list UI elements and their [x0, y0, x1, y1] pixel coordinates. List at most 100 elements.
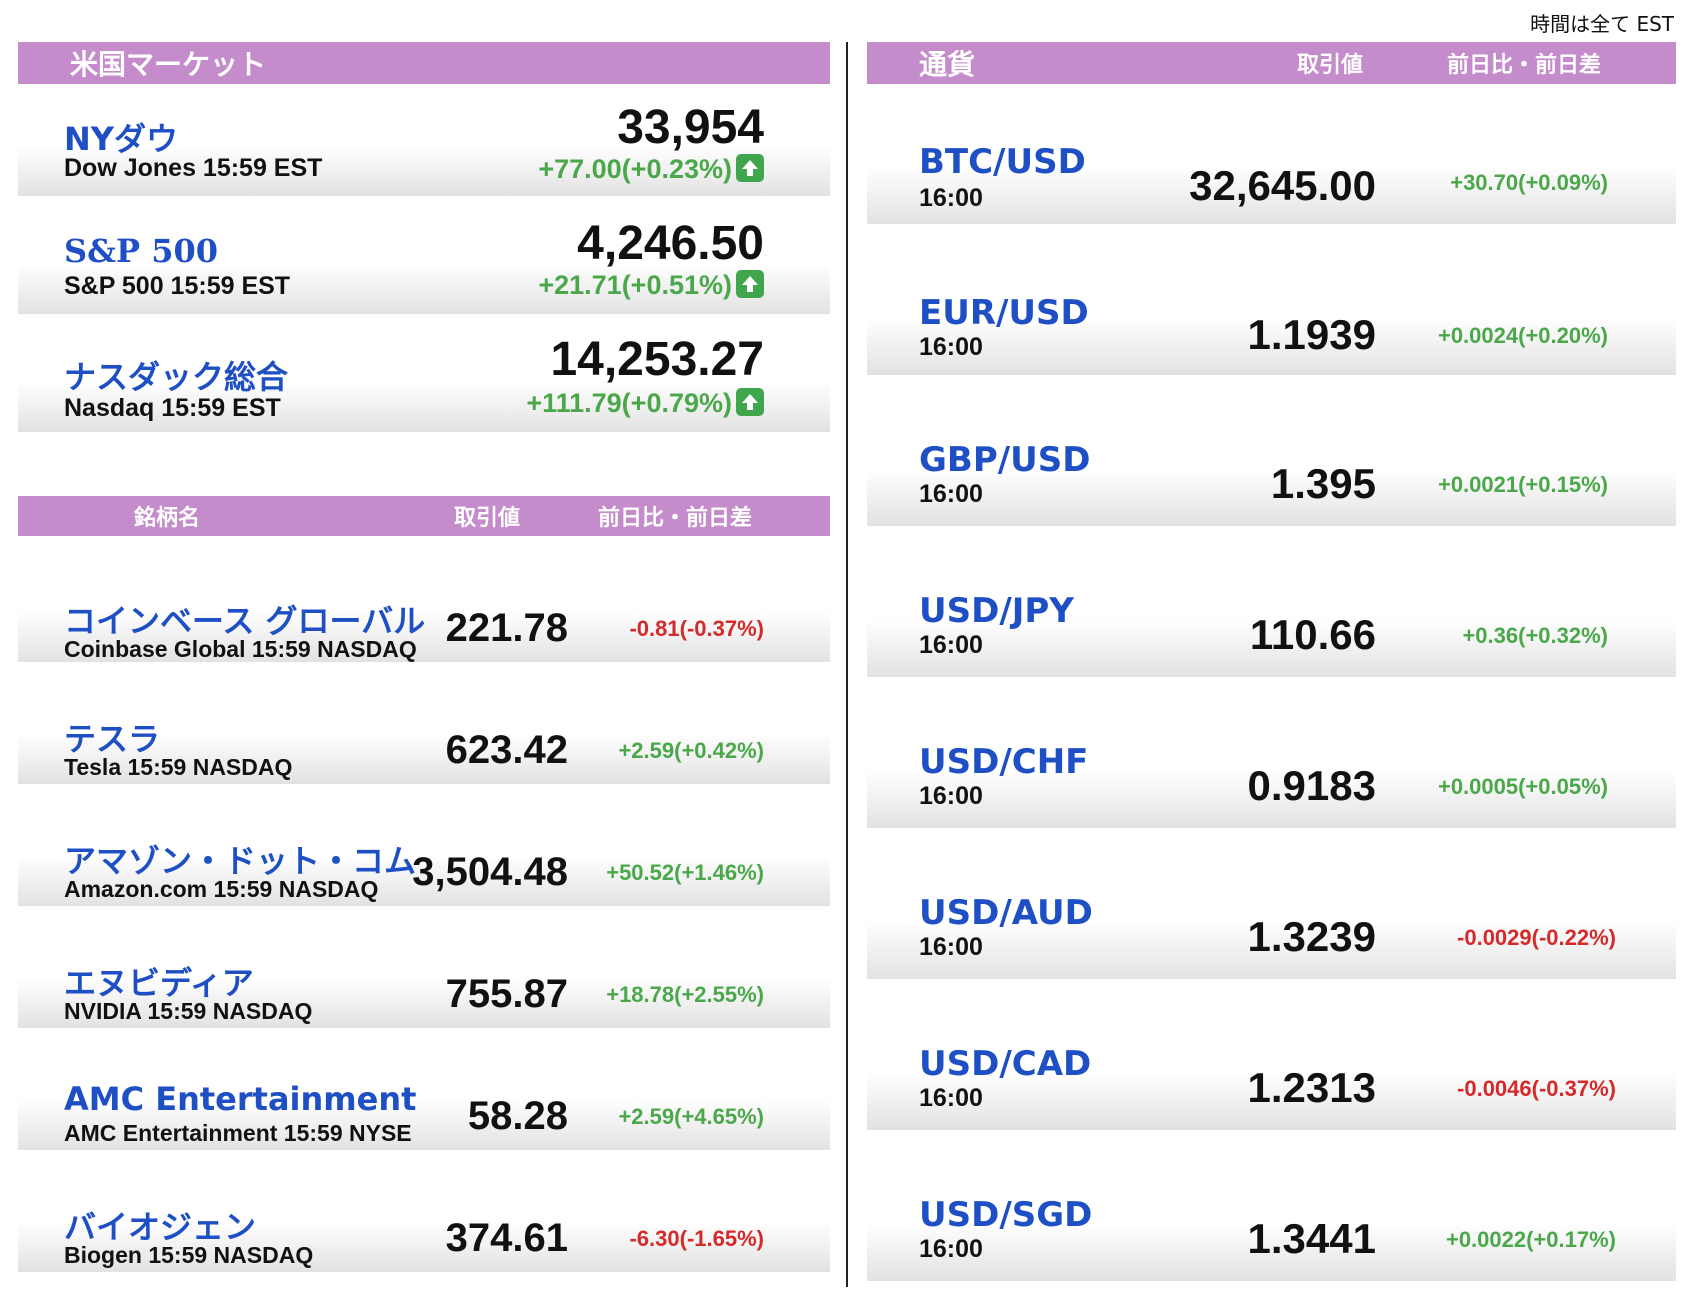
index-row-nasdaq[interactable]: ナスダック総合 Nasdaq 15:59 EST 14,253.27 +111.…	[18, 320, 830, 432]
index-change: +77.00(+0.23%)	[538, 154, 764, 185]
stock-change: -6.30(-1.65%)	[629, 1226, 764, 1251]
currency-time: 16:00	[919, 933, 983, 961]
stock-row[interactable]: テスラ Tesla 15:59 NASDAQ 623.42 +2.59(+0.4…	[18, 672, 830, 784]
stock-value: 755.87	[445, 972, 568, 1016]
stock-name: コインベース グローバル	[64, 602, 426, 640]
currency-value: 110.66	[1249, 611, 1376, 658]
currency-change: -0.0029(-0.22%)	[1457, 925, 1616, 950]
index-value: 14,253.27	[550, 333, 764, 386]
currency-pair: BTC/USD	[919, 142, 1086, 182]
currency-time: 16:00	[919, 184, 983, 212]
currency-row[interactable]: USD/CAD 16:00 1.2313 -0.0046(-0.37%)	[867, 1002, 1676, 1130]
stock-name: テスラ	[64, 720, 161, 758]
stock-sub: AMC Entertainment 15:59 NYSE	[64, 1120, 412, 1146]
stock-name: AMC Entertainment	[64, 1080, 417, 1118]
timezone-note: 時間は全て EST	[1530, 12, 1674, 36]
currency-pair: EUR/USD	[919, 293, 1089, 333]
currency-header-name: 通貨	[919, 48, 976, 81]
currency-row[interactable]: EUR/USD 16:00 1.1939 +0.0024(+0.20%)	[867, 247, 1676, 375]
index-change: +111.79(+0.79%)	[526, 388, 764, 419]
currency-row[interactable]: USD/JPY 16:00 110.66 +0.36(+0.32%)	[867, 549, 1676, 677]
currency-header-change: 前日比・前日差	[1447, 53, 1602, 78]
up-arrow-icon	[736, 270, 764, 298]
stocks-header-price: 取引値	[454, 506, 521, 531]
stock-name: バイオジェン	[64, 1208, 257, 1246]
index-row-dow[interactable]: NYダウ Dow Jones 15:59 EST 33,954 +77.00(+…	[18, 84, 830, 196]
currency-change: +0.0005(+0.05%)	[1437, 774, 1608, 799]
stock-change: +50.52(+1.46%)	[606, 860, 764, 885]
column-divider	[846, 42, 848, 1287]
currency-pair: GBP/USD	[919, 440, 1091, 480]
stock-value: 374.61	[445, 1216, 568, 1260]
currency-value: 1.1939	[1247, 311, 1376, 358]
stock-row[interactable]: アマゾン・ドット・コム Amazon.com 15:59 NASDAQ 3,50…	[18, 794, 830, 906]
currency-pair: USD/CHF	[919, 742, 1089, 782]
stock-sub: Coinbase Global 15:59 NASDAQ	[64, 636, 417, 662]
stocks-header-name: 銘柄名	[134, 506, 201, 531]
market-header-bar: 米国マーケット	[18, 42, 830, 84]
stock-change: -0.81(-0.37%)	[629, 616, 764, 641]
currency-time: 16:00	[919, 333, 983, 361]
stock-value: 58.28	[467, 1094, 568, 1138]
index-name: ナスダック総合	[64, 358, 289, 396]
currency-header-price: 取引値	[1297, 53, 1364, 78]
currency-row[interactable]: USD/CHF 16:00 0.9183 +0.0005(+0.05%)	[867, 700, 1676, 828]
currency-value: 1.2313	[1247, 1064, 1376, 1111]
currency-time: 16:00	[919, 782, 983, 810]
stock-sub: Tesla 15:59 NASDAQ	[64, 754, 293, 780]
us-market-column: 米国マーケット NYダウ Dow Jones 15:59 EST 33,954 …	[18, 42, 830, 1272]
index-sub: Nasdaq 15:59 EST	[64, 394, 281, 422]
currency-pair: USD/SGD	[919, 1195, 1093, 1235]
currency-value: 32,645.00	[1189, 162, 1376, 209]
currency-pair: USD/JPY	[919, 591, 1074, 631]
stock-value: 3,504.48	[412, 850, 568, 894]
currency-pair: USD/AUD	[919, 893, 1093, 933]
currency-change: +30.70(+0.09%)	[1450, 170, 1608, 195]
stock-row[interactable]: コインベース グローバル Coinbase Global 15:59 NASDA…	[18, 550, 830, 662]
stock-name: アマゾン・ドット・コム	[64, 842, 417, 880]
currency-value: 1.3441	[1247, 1215, 1376, 1262]
currency-time: 16:00	[919, 480, 983, 508]
currency-row[interactable]: USD/AUD 16:00 1.3239 -0.0029(-0.22%)	[867, 851, 1676, 979]
currency-row[interactable]: BTC/USD 16:00 32,645.00 +30.70(+0.09%)	[867, 96, 1676, 224]
market-header-title: 米国マーケット	[70, 48, 267, 81]
index-name: S&P 500	[64, 232, 218, 270]
stocks-header-bar: 銘柄名 取引値 前日比・前日差	[18, 496, 830, 536]
currency-time: 16:00	[919, 631, 983, 659]
currency-row[interactable]: USD/SGD 16:00 1.3441 +0.0022(+0.17%)	[867, 1153, 1676, 1281]
stock-sub: Amazon.com 15:59 NASDAQ	[64, 876, 379, 902]
stocks-header-change: 前日比・前日差	[598, 506, 753, 531]
currency-value: 0.9183	[1247, 762, 1376, 809]
currency-change: +0.0024(+0.20%)	[1437, 323, 1608, 348]
stock-change: +2.59(+0.42%)	[618, 738, 764, 763]
index-value: 4,246.50	[577, 217, 764, 270]
currency-time: 16:00	[919, 1235, 983, 1263]
stock-sub: NVIDIA 15:59 NASDAQ	[64, 998, 313, 1024]
index-row-sp500[interactable]: S&P 500 S&P 500 15:59 EST 4,246.50 +21.7…	[18, 202, 830, 314]
stock-row[interactable]: AMC Entertainment AMC Entertainment 15:5…	[18, 1038, 830, 1150]
index-value: 33,954	[617, 101, 764, 154]
currency-change: +0.0022(+0.17%)	[1445, 1227, 1616, 1252]
stock-value: 221.78	[445, 606, 568, 650]
stock-value: 623.42	[445, 728, 568, 772]
currency-change: +0.0021(+0.15%)	[1437, 472, 1608, 497]
stock-row[interactable]: バイオジェン Biogen 15:59 NASDAQ 374.61 -6.30(…	[18, 1160, 830, 1272]
currency-change: +0.36(+0.32%)	[1462, 623, 1608, 648]
index-name: NYダウ	[64, 120, 178, 158]
currency-pair: USD/CAD	[919, 1044, 1092, 1084]
stock-name: エヌビディア	[64, 964, 254, 1002]
currency-column: 通貨 取引値 前日比・前日差 BTC/USD 16:00 32,645.00 +…	[867, 42, 1676, 1281]
currency-time: 16:00	[919, 1084, 983, 1112]
up-arrow-icon	[736, 154, 764, 182]
currency-change: -0.0046(-0.37%)	[1457, 1076, 1616, 1101]
stock-row[interactable]: エヌビディア NVIDIA 15:59 NASDAQ 755.87 +18.78…	[18, 916, 830, 1028]
up-arrow-icon	[736, 388, 764, 416]
stock-change: +2.59(+4.65%)	[618, 1104, 764, 1129]
index-sub: Dow Jones 15:59 EST	[64, 154, 323, 182]
stock-change: +18.78(+2.55%)	[606, 982, 764, 1007]
currency-row[interactable]: GBP/USD 16:00 1.395 +0.0021(+0.15%)	[867, 398, 1676, 526]
index-change: +21.71(+0.51%)	[538, 270, 764, 301]
index-sub: S&P 500 15:59 EST	[64, 272, 291, 300]
currency-header-bar: 通貨 取引値 前日比・前日差	[867, 42, 1676, 84]
currency-value: 1.395	[1270, 460, 1376, 507]
